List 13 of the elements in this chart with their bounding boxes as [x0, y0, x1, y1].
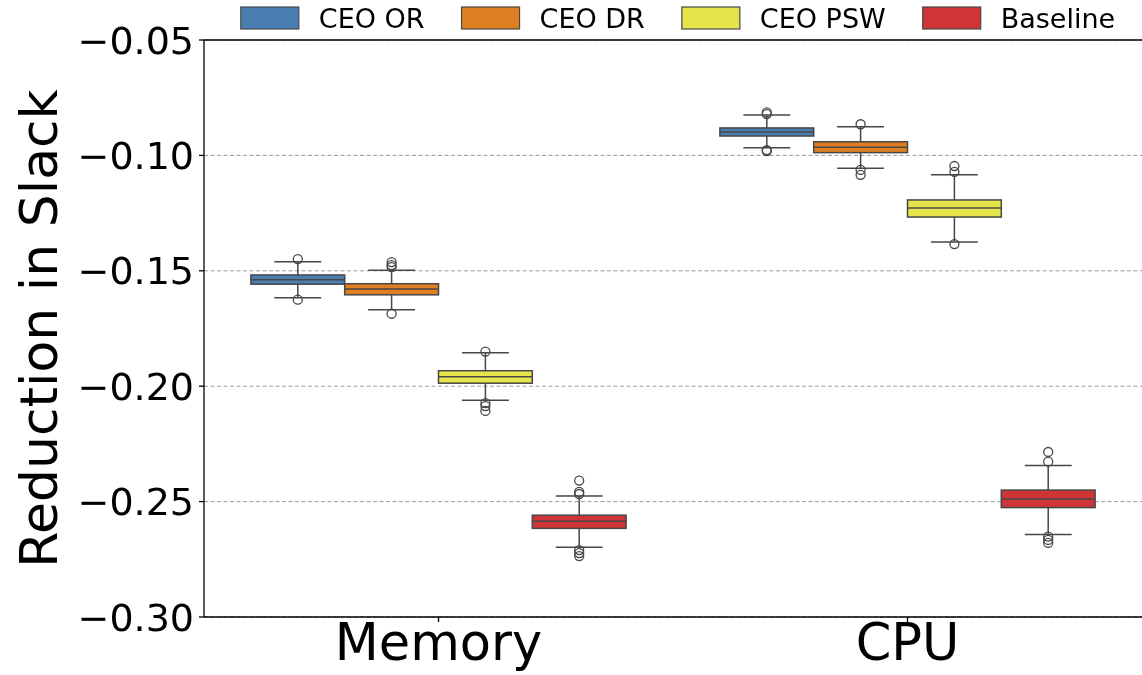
y-tick-label: −0.15 — [77, 249, 194, 294]
y-tick-label: −0.10 — [77, 134, 194, 179]
y-tick-label: −0.05 — [77, 18, 194, 63]
legend-label: CEO PSW — [759, 2, 886, 34]
y-tick-label: −0.30 — [77, 595, 194, 640]
y-axis-title: Reduction in Slack — [9, 89, 69, 568]
x-tick-label: CPU — [855, 613, 960, 672]
y-tick-label: −0.20 — [77, 364, 194, 409]
legend-label: Baseline — [1000, 2, 1116, 34]
y-tick-label: −0.25 — [77, 480, 194, 525]
x-tick-label: Memory — [334, 613, 543, 672]
legend-label: CEO OR — [318, 2, 425, 34]
legend-label: CEO DR — [539, 2, 645, 34]
